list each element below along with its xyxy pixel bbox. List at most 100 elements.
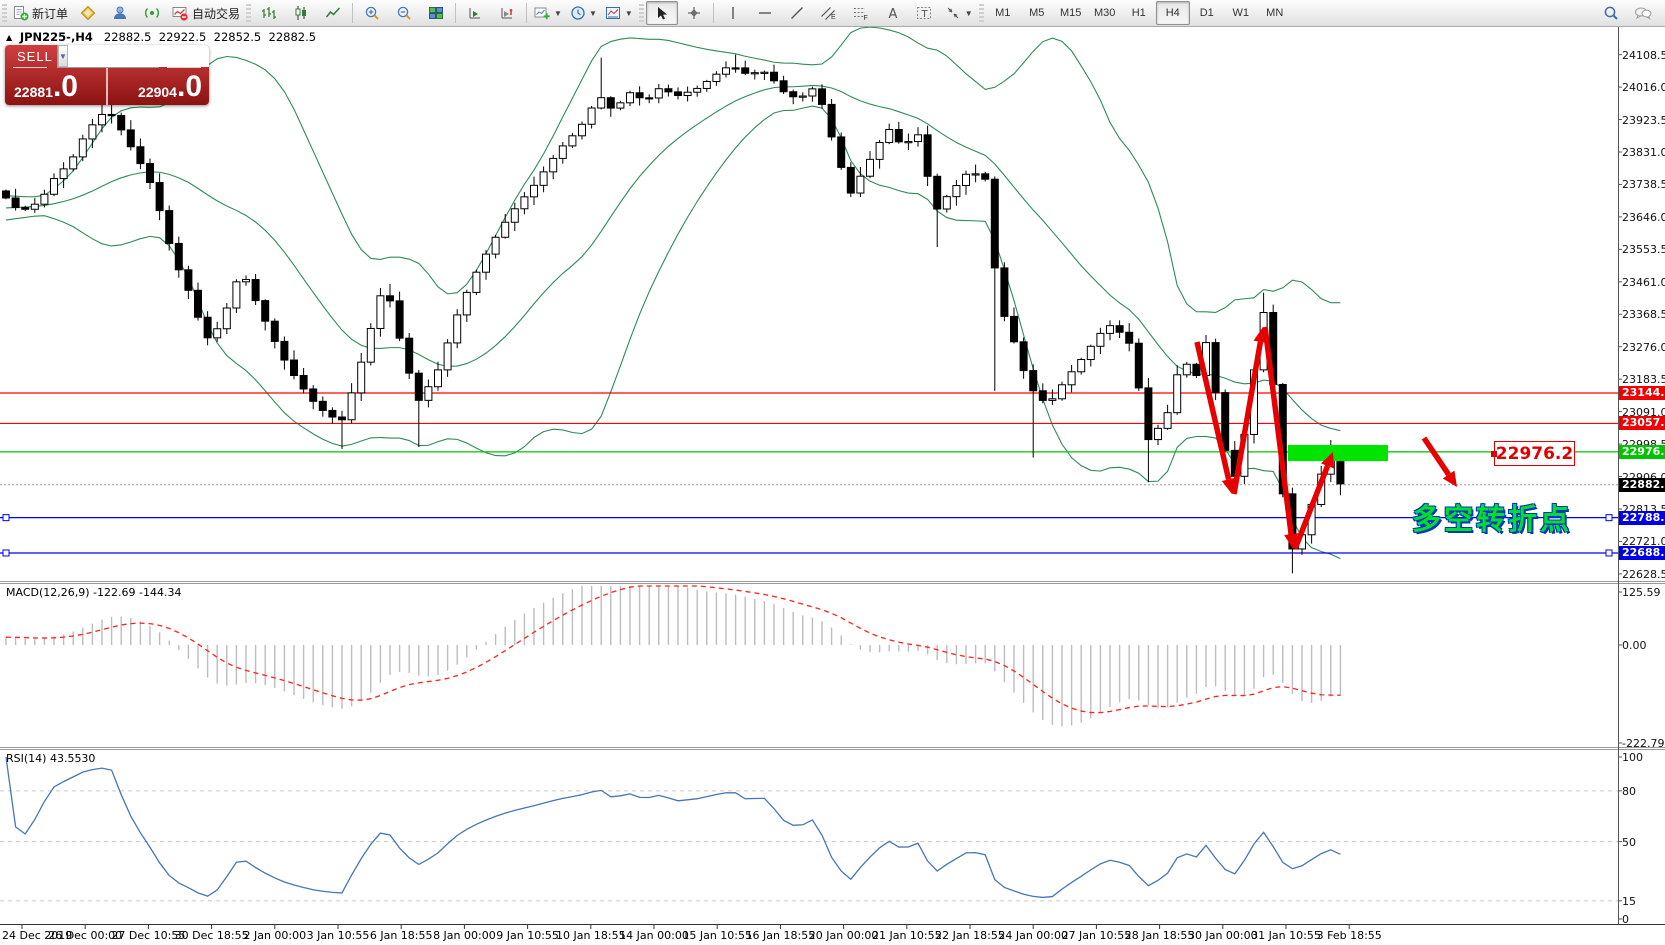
time-axis-label: 22 Jan 18:55 — [935, 929, 1005, 942]
trend-arrow[interactable] — [1194, 341, 1232, 480]
candle-up — [59, 168, 68, 180]
candle-up — [40, 193, 49, 205]
svg-text:F: F — [864, 15, 868, 21]
autotrading-button[interactable]: 自动交易 — [168, 1, 244, 25]
auto-scroll-icon — [501, 8, 513, 19]
candle-down — [290, 359, 298, 376]
search-button[interactable] — [1595, 1, 1627, 25]
timeframe-m15[interactable]: M15 — [1060, 7, 1082, 19]
zoom-out-button[interactable] — [388, 1, 420, 25]
crosshair-tool-button[interactable] — [678, 1, 710, 25]
line-chart-button[interactable] — [317, 1, 349, 25]
trend-arrow[interactable] — [1292, 464, 1331, 551]
timeframe-m5[interactable]: M5 — [1029, 7, 1045, 19]
chart-shift-button[interactable] — [459, 1, 491, 25]
candle-up — [366, 327, 375, 363]
candle-up — [376, 295, 385, 329]
time-axis-label: 3 Jan 10:55 — [306, 929, 370, 942]
candle-down — [779, 80, 788, 93]
collapse-arrow-icon[interactable]: ▲ — [6, 33, 13, 42]
volume-input[interactable] — [67, 45, 209, 67]
candle-down — [203, 316, 212, 339]
fibonacci-tool[interactable]: F — [845, 1, 877, 25]
channel-tool[interactable]: E — [813, 1, 845, 25]
one-click-trading-panel: SELL 22881.0 BUY 22904.0 ▼ ▲ — [5, 45, 209, 105]
rsi-line — [5, 756, 1341, 899]
trend-arrow[interactable] — [1262, 326, 1294, 535]
timeframe-h4[interactable]: H4 — [1155, 1, 1190, 25]
timeframe-d1[interactable]: D1 — [1199, 7, 1214, 19]
hline-handle[interactable] — [2, 514, 10, 522]
candle-up — [462, 291, 471, 316]
timeframe-m30[interactable]: M30 — [1094, 7, 1116, 19]
signals-button[interactable] — [136, 1, 168, 25]
text-tool[interactable]: A — [877, 1, 909, 25]
zoom-in-button[interactable] — [356, 1, 388, 25]
time-axis-label: 16 Jan 18:55 — [745, 929, 816, 942]
text-label-tool[interactable]: T — [909, 1, 941, 25]
chat-button[interactable] — [1627, 1, 1659, 25]
candle-down — [981, 173, 990, 180]
toolbar-grip[interactable] — [2, 4, 7, 22]
candle-down — [846, 166, 855, 194]
volume-decrease-button[interactable]: ▼ — [58, 45, 68, 67]
horizontal-line-tool[interactable] — [749, 1, 781, 25]
candle-up — [482, 253, 490, 273]
vertical-line-tool[interactable] — [717, 1, 749, 25]
candle-up — [1106, 325, 1114, 334]
new-chart-button[interactable]: ▼ — [530, 1, 566, 25]
timeframe-h1[interactable]: H1 — [1131, 7, 1146, 19]
price-tick-label: 23553.5 — [1622, 243, 1665, 257]
trend-arrow[interactable] — [1231, 341, 1264, 495]
candle-down — [270, 320, 279, 342]
hline-handle[interactable] — [2, 549, 10, 557]
timeframe-w1[interactable]: W1 — [1232, 7, 1249, 19]
candle-down — [165, 210, 174, 244]
toolbar-grip[interactable] — [638, 4, 644, 22]
sell-button[interactable]: SELL 22881. 0 — [5, 45, 107, 105]
candle-down — [386, 295, 394, 302]
trend-arrow[interactable] — [1421, 436, 1451, 477]
chevron-down-icon: ▼ — [554, 8, 562, 18]
candle-down — [280, 340, 289, 361]
candle-down — [318, 400, 327, 411]
price-callout-label[interactable]: 22976.2 — [1491, 441, 1575, 466]
channel-icon: E — [821, 7, 836, 21]
new-order-button[interactable]: 新订单 — [9, 1, 72, 25]
chevron-down-icon: ▼ — [624, 8, 633, 18]
supply-zone-rectangle[interactable] — [1288, 444, 1388, 462]
macd-label: MACD(12,26,9) -122.69 -144.34 — [6, 586, 182, 599]
toolbar-grip[interactable] — [978, 4, 984, 22]
templates-button[interactable]: ▼ — [601, 1, 637, 25]
timeframe-m1[interactable]: M1 — [995, 7, 1011, 19]
toolbar-grip[interactable] — [246, 4, 252, 22]
pivot-annotation-text[interactable]: 多空转折点 — [1412, 502, 1573, 536]
callout-anchor-handle — [1491, 450, 1497, 457]
candlestick-button[interactable] — [285, 1, 317, 25]
trendline-tool[interactable] — [781, 1, 813, 25]
arrows-tool[interactable]: ▼ — [941, 1, 977, 25]
candle-down — [155, 182, 164, 212]
time-axis-label: 27 Jan 10:55 — [1061, 929, 1132, 942]
bar-chart-button[interactable] — [253, 1, 285, 25]
auto-scroll-button[interactable] — [491, 1, 523, 25]
periods-button[interactable]: ▼ — [566, 1, 601, 25]
search-icon — [1604, 6, 1618, 20]
cursor-tool-button[interactable] — [645, 1, 678, 25]
terminal-button[interactable] — [104, 1, 136, 25]
cursor-icon — [657, 6, 667, 19]
candle-up — [491, 236, 500, 255]
candle-up — [1058, 384, 1066, 400]
candle-down — [405, 337, 414, 374]
timeframe-mn[interactable]: MN — [1266, 7, 1284, 19]
candle-up — [501, 221, 510, 238]
bollinger-upper-band — [5, 26, 1341, 314]
candle-up — [626, 92, 634, 104]
tile-windows-button[interactable] — [420, 1, 452, 25]
symbols-button[interactable] — [72, 1, 104, 25]
hline-handle[interactable] — [1605, 514, 1613, 522]
macd-tick-label: 125.59 — [1622, 586, 1661, 599]
candle-down — [1000, 267, 1009, 317]
hline-handle[interactable] — [1605, 549, 1613, 557]
